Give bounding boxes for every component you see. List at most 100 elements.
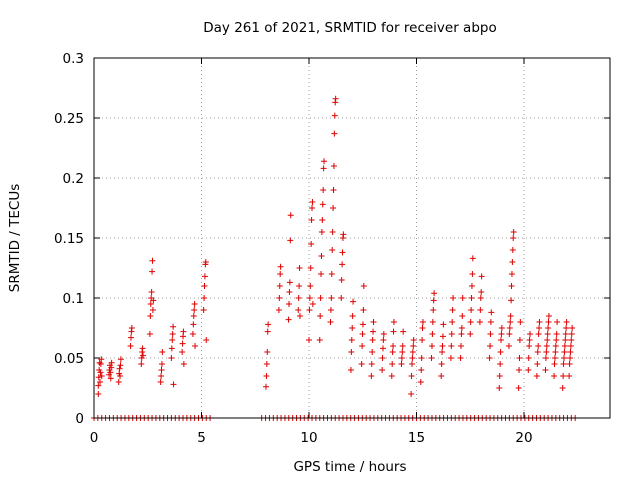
data-point — [497, 349, 504, 355]
data-point — [97, 379, 104, 385]
data-point — [340, 231, 347, 238]
data-point — [459, 295, 466, 301]
data-point — [439, 343, 446, 349]
data-point — [265, 321, 272, 328]
data-point — [525, 367, 532, 373]
data-point — [203, 337, 210, 343]
data-point — [159, 349, 166, 355]
data-point — [450, 295, 457, 301]
data-point — [509, 259, 516, 265]
data-point — [200, 307, 207, 313]
data-point — [552, 349, 559, 355]
data-point — [563, 325, 570, 331]
data-point — [448, 343, 455, 349]
data-point — [497, 337, 504, 343]
data-point — [477, 295, 484, 301]
data-point — [509, 247, 516, 253]
data-point — [379, 345, 386, 352]
data-point — [329, 229, 336, 235]
data-point — [469, 255, 476, 262]
data-point — [350, 298, 357, 305]
data-point — [368, 373, 375, 379]
data-point — [275, 307, 282, 313]
data-point — [317, 295, 324, 301]
data-point — [561, 349, 568, 355]
data-point — [330, 205, 337, 211]
y-tick-label: 0.2 — [63, 171, 84, 187]
data-point — [399, 349, 406, 355]
data-point — [263, 373, 270, 379]
data-point — [542, 355, 549, 361]
data-point — [559, 385, 566, 391]
data-point — [128, 325, 135, 331]
data-point — [319, 201, 326, 208]
x-axis-label: GPS time / hours — [293, 459, 406, 475]
data-point — [320, 165, 327, 172]
data-point — [516, 367, 523, 373]
data-point — [458, 331, 465, 337]
data-point — [149, 268, 156, 275]
data-point — [306, 307, 313, 313]
data-point — [467, 319, 474, 325]
data-point — [359, 321, 366, 328]
data-point — [328, 271, 335, 277]
data-point — [417, 379, 424, 385]
data-point — [349, 325, 356, 331]
data-point — [516, 337, 523, 343]
data-point — [308, 217, 315, 223]
data-point — [439, 349, 446, 355]
data-point — [170, 381, 177, 388]
data-point — [95, 382, 102, 389]
data-point — [115, 379, 122, 385]
data-point — [409, 349, 416, 355]
data-point — [517, 319, 524, 325]
data-point — [390, 343, 397, 349]
data-point — [536, 325, 543, 331]
data-point — [496, 385, 503, 391]
data-point — [476, 319, 483, 325]
data-point — [459, 313, 466, 319]
data-point — [295, 295, 302, 301]
data-point — [408, 373, 415, 379]
data-point — [525, 355, 532, 361]
data-point — [568, 331, 575, 337]
data-point — [98, 356, 105, 363]
data-point — [321, 158, 328, 165]
y-tick-label: 0.25 — [54, 111, 84, 127]
plot-frame — [93, 57, 611, 419]
data-point — [331, 130, 338, 137]
data-point — [567, 349, 574, 355]
data-point — [508, 297, 515, 304]
data-point — [116, 365, 123, 372]
data-point — [390, 319, 397, 325]
data-point — [117, 356, 124, 363]
data-point — [447, 355, 454, 361]
data-point — [191, 307, 198, 313]
data-point — [180, 361, 187, 367]
data-point — [263, 383, 269, 390]
data-point — [296, 313, 303, 319]
data-point — [98, 373, 105, 379]
data-point — [545, 325, 552, 331]
data-point — [440, 321, 447, 328]
data-point — [286, 301, 293, 307]
data-point — [562, 331, 569, 337]
x-tick-label: 10 — [300, 430, 317, 446]
data-point — [543, 349, 550, 355]
data-point — [147, 313, 154, 319]
ticks-layer: 0 0.05 0.1 0.15 0.2 0.25 0.3 0 5 10 15 20 — [54, 51, 610, 446]
data-point — [419, 325, 426, 331]
data-point — [332, 95, 339, 102]
data-point — [349, 313, 356, 319]
data-point — [562, 337, 569, 343]
data-point — [552, 343, 559, 349]
data-point — [307, 283, 314, 289]
data-point — [438, 373, 445, 379]
data-point — [507, 319, 514, 325]
data-point — [508, 283, 515, 289]
data-point — [380, 337, 387, 343]
data-point — [551, 361, 558, 367]
data-point — [264, 349, 271, 355]
x-tick-label: 0 — [90, 430, 99, 446]
